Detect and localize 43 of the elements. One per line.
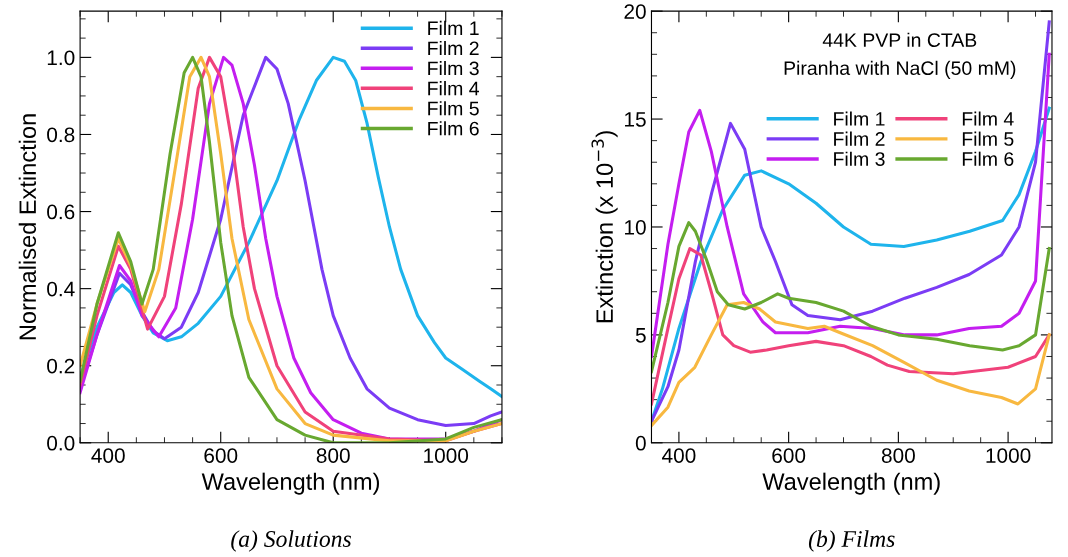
line-series: [651, 20, 1051, 423]
text: (b) Films: [808, 530, 895, 552]
y-tick-label: 15: [625, 112, 646, 127]
legend-label: Film 3: [428, 61, 479, 76]
y-tick-label: 5: [635, 328, 646, 343]
x-axis-title: Wavelength (nm): [201, 472, 380, 495]
legend-label: Film 4: [962, 111, 1014, 126]
y-tick-label: 0.6: [47, 204, 75, 220]
x-tick-label: 600: [772, 448, 806, 463]
legend-label: Film 2: [428, 40, 479, 56]
y-axis-title: Extinction (x 10$^{−3}$): [591, 131, 618, 323]
legend-label: Film 2: [834, 131, 885, 146]
legend-label: Film 1: [834, 111, 885, 126]
legend-label: Film 3: [834, 151, 885, 166]
x-axis-title: Wavelength (nm): [762, 472, 940, 495]
annotation: Piranha with NaCl (50 mM): [784, 60, 1016, 79]
x-tick-label: 400: [91, 448, 125, 463]
legend-label: Film 4: [428, 81, 480, 96]
y-tick-label: 1.0: [47, 50, 75, 66]
legend-label: Film 5: [962, 131, 1014, 146]
x-tick-label: 1000: [986, 448, 1031, 463]
y-axis-title: Normalised Extinction: [18, 114, 37, 340]
y-tick-label: 10: [625, 219, 646, 235]
text: (a) Solutions: [231, 530, 351, 552]
legend-label: Film 1: [428, 20, 479, 35]
line-series: [651, 300, 1051, 428]
legend-label: Film 6: [428, 121, 479, 136]
legend-label: Film 5: [428, 101, 479, 116]
y-tick-label: 0.0: [47, 435, 75, 451]
line-series: [651, 221, 1051, 374]
y-tick-label: 0.4: [47, 281, 75, 297]
y-tick-label: 20: [624, 4, 646, 19]
x-tick-label: 800: [316, 448, 350, 463]
line-series: [651, 52, 1051, 359]
x-tick-label: 1000: [424, 448, 469, 463]
annotation: 44K PVP in CTAB: [822, 32, 977, 48]
y-tick-label: 0.8: [47, 127, 75, 143]
x-tick-label: 600: [204, 448, 238, 463]
x-tick-label: 800: [881, 448, 915, 463]
y-tick-label: 0.2: [47, 358, 75, 374]
y-tick-label: 0: [635, 435, 646, 451]
legend-label: Film 6: [962, 151, 1014, 166]
x-tick-label: 400: [662, 448, 696, 463]
